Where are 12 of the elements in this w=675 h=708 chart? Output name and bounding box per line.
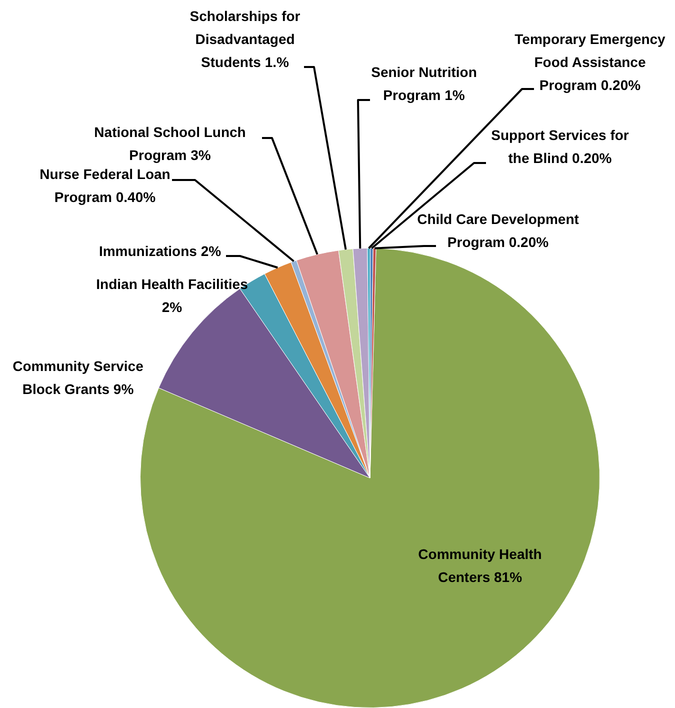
slice-label: Nurse Federal Loan Program 0.40%: [40, 166, 170, 205]
slice-label: Immunizations 2%: [98, 242, 222, 259]
data-label: 2%: [162, 298, 183, 315]
slice-label: Support Services for the Blind 0.20%: [491, 126, 630, 166]
slice-label: Indian Health Facilities: [96, 276, 248, 292]
slice-label: Scholarships for Disadvantaged Students 1.%: [190, 8, 301, 70]
slice-label: Temporary Emergency Food Assistance Program 0.20%: [514, 30, 666, 93]
slice-label: Child Care Development Program 0.20%: [417, 210, 580, 250]
slice-label: Community Service Block Grants 9%: [12, 358, 144, 397]
slice-label: Community Health Centers 81%: [418, 546, 542, 585]
slice-label: Senior Nutrition Program 1%: [371, 64, 477, 103]
slice-label: National School Lunch Program 3%: [94, 124, 246, 163]
